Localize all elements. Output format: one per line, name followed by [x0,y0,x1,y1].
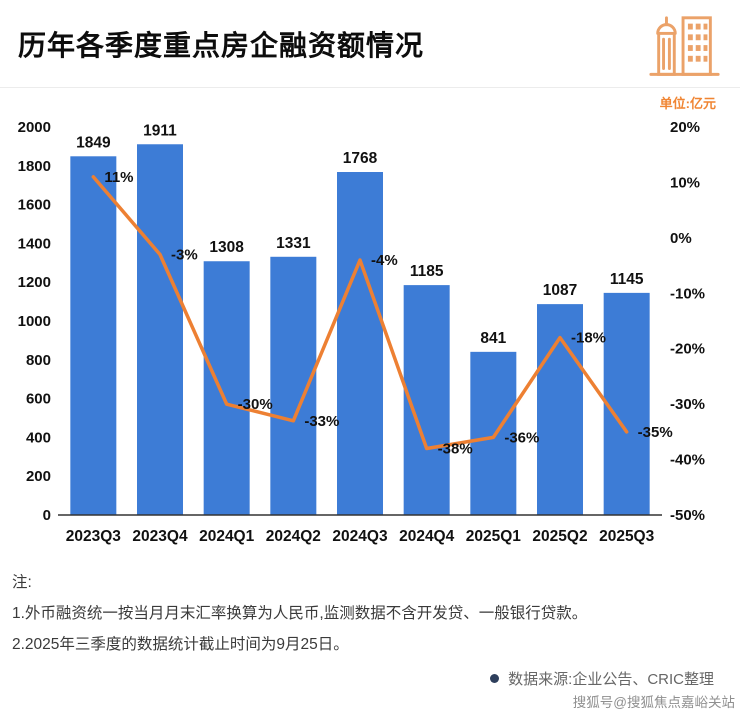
note-line-2: 2.2025年三季度的数据统计截止时间为9月25日。 [12,636,349,653]
right-axis-tick-label: -50% [670,507,705,524]
right-axis-tick-label: -10% [670,285,705,302]
x-axis-category-label: 2024Q1 [199,528,255,545]
bar-value-label: 1768 [343,150,378,167]
left-axis-tick-label: 1000 [18,313,51,330]
buildings-icon [649,16,720,76]
right-axis-tick-label: -40% [670,452,705,469]
data-source-text: 数据来源:企业公告、CRIC整理 [508,671,714,688]
x-axis-category-label: 2024Q3 [332,528,388,545]
left-axis-tick-label: 2000 [18,119,51,136]
line-point-label: -4% [371,252,398,269]
bar [70,156,117,515]
line-point-label: -3% [171,246,198,263]
bar [603,292,650,515]
left-axis-tick-label: 200 [26,468,51,485]
financing-bar-line-chart: 0 200 400 600 800 1000 1200 1400 1600 1800 2000 20%… [18,119,705,545]
line-point-label: -36% [504,429,539,446]
x-axis-category-label: 2024Q4 [399,528,455,545]
bar-value-label: 1185 [410,263,444,280]
left-axis-tick-label: 800 [26,352,51,369]
x-axis-category-label: 2024Q2 [266,528,321,545]
left-axis-tick-label: 400 [26,429,51,446]
x-axis-category-label: 2025Q1 [466,528,522,545]
sohu-watermark: 搜狐号@搜狐焦点嘉峪关站 [572,695,735,710]
line-point-label: 11% [104,169,133,186]
line-point-label: -33% [304,413,339,430]
unit-label: 单位:亿元 [659,96,716,111]
bar-value-label: 1308 [209,239,244,256]
right-axis-tick-label: 10% [670,174,700,191]
left-axis-tick-label: 1800 [18,158,51,175]
line-point-label: -30% [238,396,273,413]
x-axis-category-label: 2025Q3 [599,528,655,545]
bar-value-label: 1911 [143,122,177,139]
right-axis-tick-label: 20% [670,119,700,136]
note-line-1: 1.外币融资统一按当月月末汇率换算为人民币,监测数据不含开发贷、一般银行贷款。 [12,605,588,622]
source-bullet-icon [490,674,500,683]
source-row: 数据来源:企业公告、CRIC整理 [0,668,740,689]
line-point-label: -18% [571,330,606,347]
header: 历年各季度重点房企融资额情况 [0,0,740,88]
bar-value-label: 1145 [610,271,644,288]
bar-value-label: 1331 [276,235,311,252]
notes-block: 注: 1.外币融资统一按当月月末汇率换算为人民币,监测数据不含开发贷、一般银行贷… [0,561,740,660]
x-axis-category-label: 2025Q2 [532,528,587,545]
x-axis-category-label: 2023Q3 [66,528,122,545]
notes-label: 注: [12,574,32,591]
bar-value-label: 1087 [543,282,577,299]
x-axis-category-label: 2023Q4 [132,528,188,545]
left-axis-tick-label: 0 [43,507,51,524]
left-axis-tick-label: 600 [26,391,51,408]
left-axis-tick-label: 1600 [18,197,51,214]
bar-value-label: 841 [480,330,506,347]
bar [203,261,250,515]
chart-area: 0 200 400 600 800 1000 1200 1400 1600 1800 2000 20%… [0,113,740,561]
right-axis-tick-label: 0% [670,230,692,247]
line-point-label: -38% [438,440,473,457]
line-point-label: -35% [638,424,673,441]
bar [337,172,383,515]
page-title: 历年各季度重点房企融资额情况 [18,30,425,61]
left-axis-tick-label: 1400 [18,235,51,252]
growth-rate-line [91,175,629,451]
right-axis-tick-label: -20% [670,341,705,358]
bar [137,144,183,516]
bar-value-label: 1849 [76,134,111,151]
bar [470,351,517,515]
left-axis-tick-label: 1200 [18,274,51,291]
right-axis-tick-label: -30% [670,396,705,413]
